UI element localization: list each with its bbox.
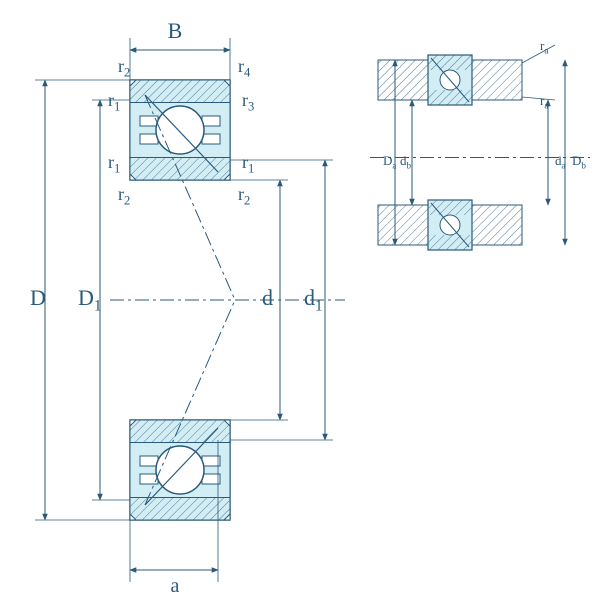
dim-label: r2 <box>118 56 130 80</box>
main-cross-section: Ba D D1 d d1 r2 r4 r1 r3 r1 r1 r2 r2 <box>30 18 345 597</box>
dim-label: r3 <box>242 90 254 114</box>
dim-label: ra <box>540 38 548 55</box>
dim-label: r1 <box>108 90 120 114</box>
dim-label: D1 <box>78 285 102 315</box>
dim-label: r1 <box>108 152 120 176</box>
dim-label: a <box>171 575 180 597</box>
dim-label: ra <box>540 93 548 110</box>
dim-label: r2 <box>118 184 130 208</box>
bearing-diagram: Ba D D1 d d1 r2 r4 r1 r3 r1 r1 r2 r2 ra ra Dadb da Db <box>0 0 600 600</box>
dim-label: d1 <box>304 285 323 315</box>
dim-label: Da <box>383 153 396 170</box>
dim-label: Db <box>572 153 586 170</box>
dim-label: r2 <box>238 184 250 208</box>
ball <box>156 106 204 154</box>
dim-label: db <box>400 153 412 170</box>
dim-label: D <box>30 285 46 310</box>
dim-label: da <box>555 153 566 170</box>
dim-label: B <box>168 18 183 43</box>
dim-label: r4 <box>238 56 251 80</box>
dim-label: d <box>262 285 273 310</box>
abutment-inset: ra ra Dadb da Db <box>370 38 590 250</box>
dim-label: r1 <box>242 152 254 176</box>
ball <box>156 446 204 494</box>
